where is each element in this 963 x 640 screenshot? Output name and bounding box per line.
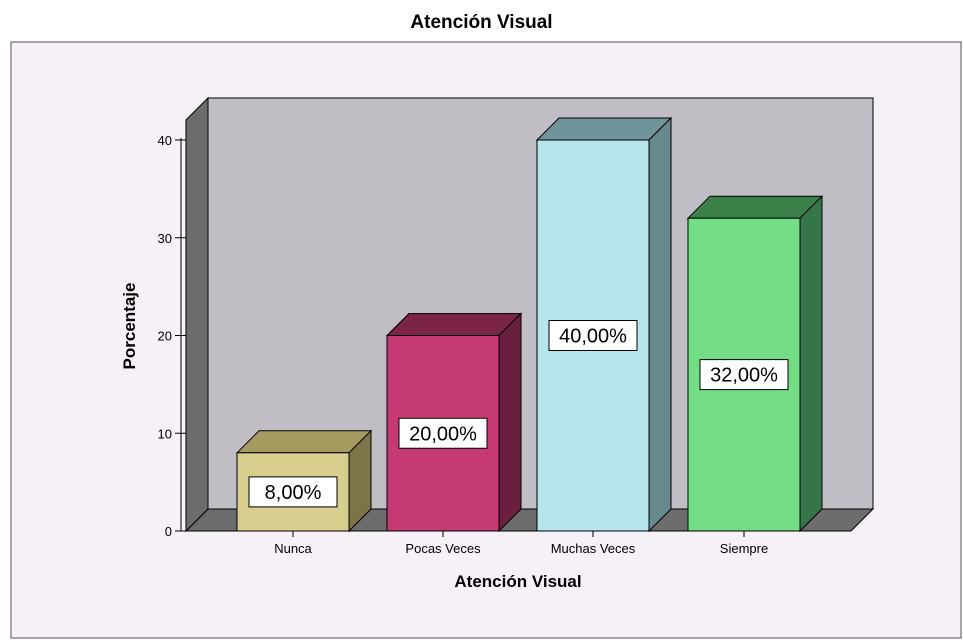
data-label-box — [548, 320, 638, 351]
bar: 32,00% — [686, 194, 824, 533]
plot-side-wall — [185, 96, 209, 533]
data-label-box — [699, 359, 789, 391]
page-title: Atención Visual — [410, 12, 553, 33]
x-tick-label: Muchas Veces — [551, 541, 636, 556]
bar-top — [686, 195, 824, 219]
x-axis-title: Atención Visual — [454, 572, 581, 591]
x-tick-label: Siempre — [720, 541, 768, 556]
bar: 8,00% — [235, 429, 373, 533]
data-label: 32,00% — [710, 365, 778, 387]
data-label-box — [248, 476, 338, 508]
data-label: 40,00% — [559, 326, 627, 348]
bar: 40,00% — [535, 116, 673, 533]
bar-side — [648, 116, 672, 533]
data-label: 20,00% — [409, 423, 477, 445]
data-label-box — [398, 417, 488, 449]
y-axis: 0 10 20 30 40 — [158, 133, 186, 539]
bar-top — [235, 430, 373, 454]
y-tick-label: 30 — [158, 231, 172, 246]
y-tick-label: 40 — [158, 133, 172, 148]
y-axis-title: Porcentaje — [120, 283, 139, 370]
y-tick-label: 0 — [165, 524, 172, 539]
bar-side — [498, 312, 522, 533]
x-tick-label: Pocas Veces — [405, 541, 481, 556]
x-axis: Nunca Pocas Veces Muchas Veces Siempre — [274, 531, 768, 556]
bar-side — [799, 194, 823, 533]
bar-top — [385, 313, 523, 336]
bar-top — [535, 117, 673, 141]
bar: 20,00% — [385, 312, 523, 533]
x-tick-label: Nunca — [274, 541, 312, 556]
data-label: 8,00% — [265, 482, 322, 504]
y-tick-label: 20 — [158, 329, 172, 344]
bars: 8,00% 20,00% 40,00% 32,00% — [235, 116, 824, 533]
y-tick-label: 10 — [158, 426, 172, 441]
